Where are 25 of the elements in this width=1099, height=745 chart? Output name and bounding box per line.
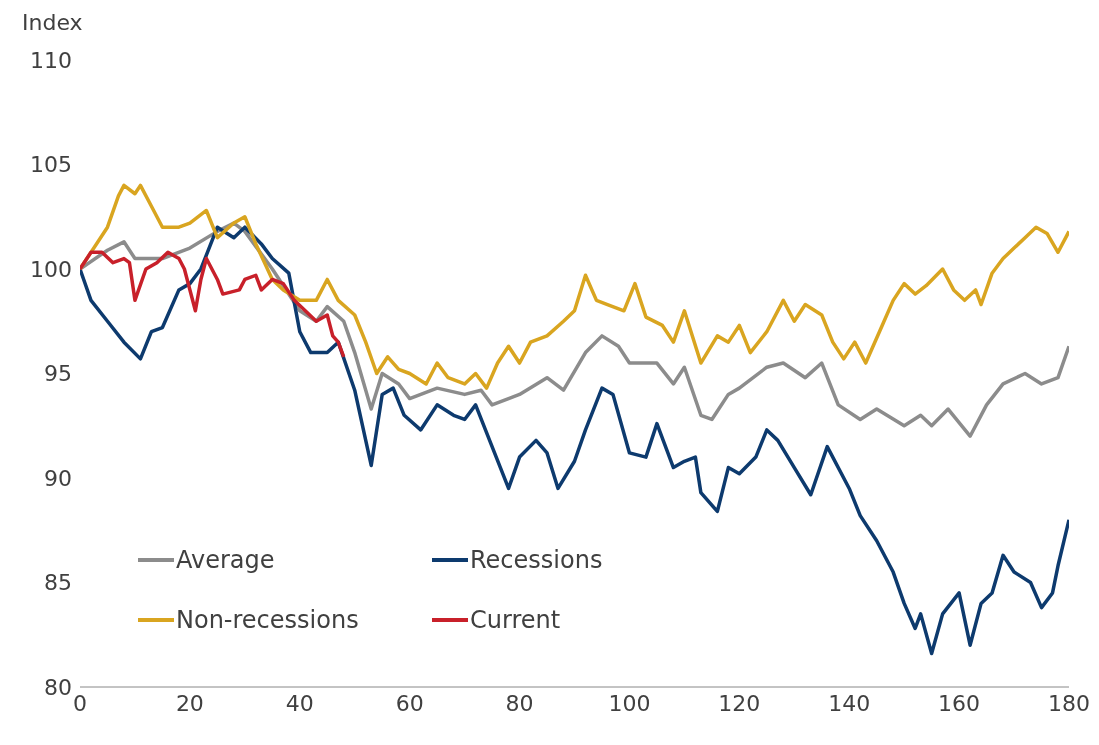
x-tick-label: 20 xyxy=(175,690,204,716)
y-tick-label: 85 xyxy=(44,570,72,596)
x-tick-label: 40 xyxy=(285,690,314,716)
y-tick-label: 110 xyxy=(30,47,72,73)
legend-label: Current xyxy=(470,606,561,634)
x-tick-label: 180 xyxy=(1048,690,1090,716)
line-series xyxy=(80,225,1069,656)
y-tick-label: 105 xyxy=(30,152,72,178)
x-tick-label: 80 xyxy=(505,690,534,716)
x-tick-label: 160 xyxy=(938,690,981,716)
x-tick-label: 0 xyxy=(73,690,87,716)
x-tick-label: 100 xyxy=(608,690,651,716)
legend-label: Recessions xyxy=(470,546,603,574)
y-tick-label: 95 xyxy=(44,361,72,387)
legend-label: Average xyxy=(176,546,275,574)
x-tick-label: 60 xyxy=(395,690,424,716)
y-tick-label: 90 xyxy=(44,465,72,491)
line-series xyxy=(80,250,346,359)
y-axis-title: Index xyxy=(22,10,83,35)
y-tick-label: 80 xyxy=(44,674,72,700)
line-series xyxy=(80,221,1069,438)
legend-label: Non-recessions xyxy=(176,606,359,634)
x-tick-label: 140 xyxy=(828,690,871,716)
x-tick-label: 120 xyxy=(718,690,761,716)
y-tick-label: 100 xyxy=(30,256,72,282)
